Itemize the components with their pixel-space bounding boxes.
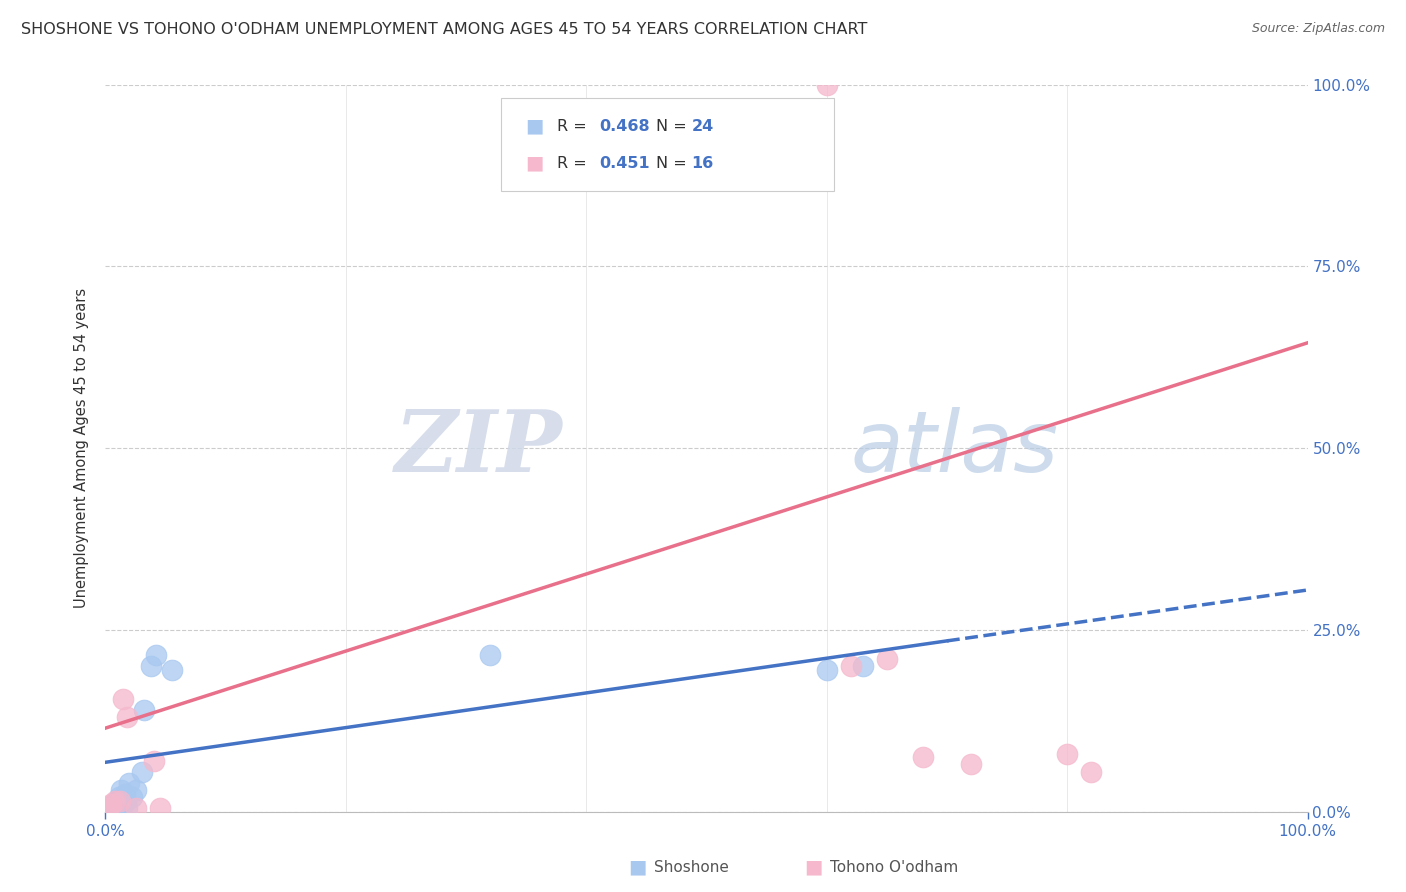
Point (160, 663, 183, 677)
Point (104, 794, 127, 808)
Point (131, 764, 153, 779)
Text: 0.451: 0.451 (599, 155, 650, 170)
Point (108, 794, 131, 808)
Point (139, 659, 162, 673)
Point (100, 798, 122, 813)
Point (479, 648, 502, 663)
Point (115, 794, 138, 808)
Point (112, 797, 135, 812)
Point (124, 801, 146, 815)
Point (103, 797, 125, 812)
Text: Shoshone: Shoshone (654, 860, 728, 874)
Text: SHOSHONE VS TOHONO O'ODHAM UNEMPLOYMENT AMONG AGES 45 TO 54 YEARS CORRELATION CH: SHOSHONE VS TOHONO O'ODHAM UNEMPLOYMENT … (21, 22, 868, 37)
Point (108, 801, 131, 815)
Point (121, 790, 143, 805)
Point (124, 783, 146, 797)
Text: 0.468: 0.468 (599, 119, 650, 134)
Point (815, 78, 838, 92)
Point (105, 797, 128, 812)
Text: Source: ZipAtlas.com: Source: ZipAtlas.com (1251, 22, 1385, 36)
Point (145, 648, 167, 663)
Point (107, 790, 129, 805)
Text: ■: ■ (526, 117, 544, 136)
Point (815, 663, 838, 677)
Y-axis label: Unemployment Among Ages 45 to 54 years: Unemployment Among Ages 45 to 54 years (75, 288, 90, 608)
Text: Tohono O'odham: Tohono O'odham (830, 860, 957, 874)
Text: ■: ■ (526, 153, 544, 173)
Text: 16: 16 (692, 155, 714, 170)
Point (98, 801, 121, 815)
Point (960, 757, 983, 772)
Point (876, 652, 898, 666)
Text: R =: R = (557, 119, 592, 134)
Text: ■: ■ (804, 857, 823, 877)
Point (114, 787, 136, 801)
Point (110, 783, 132, 797)
Text: R =: R = (557, 155, 592, 170)
Text: atlas: atlas (851, 407, 1059, 490)
Point (98, 801, 121, 815)
Point (1056, 747, 1078, 761)
Point (132, 703, 155, 717)
Text: 24: 24 (692, 119, 714, 134)
Point (852, 659, 875, 673)
Point (1080, 764, 1102, 779)
Point (142, 754, 165, 768)
Point (115, 801, 138, 815)
Point (112, 692, 135, 706)
Text: ■: ■ (628, 857, 647, 877)
Point (839, 659, 862, 673)
Text: ZIP: ZIP (395, 407, 562, 490)
Text: N =: N = (657, 155, 692, 170)
Point (115, 710, 138, 724)
Point (100, 797, 122, 812)
Point (107, 794, 129, 808)
Point (148, 801, 170, 815)
Point (911, 750, 934, 764)
Text: N =: N = (657, 119, 692, 134)
Point (118, 775, 141, 789)
Point (104, 801, 127, 815)
